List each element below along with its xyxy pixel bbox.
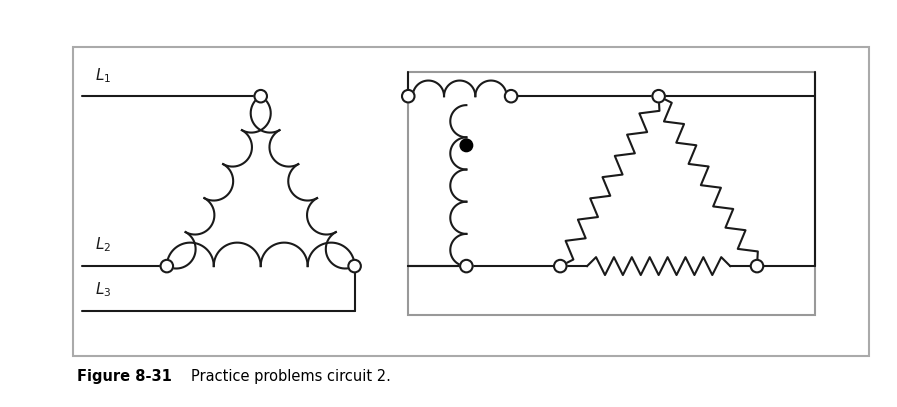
- Circle shape: [402, 90, 414, 103]
- Circle shape: [460, 139, 473, 152]
- Text: Figure 8-31: Figure 8-31: [77, 369, 172, 383]
- Circle shape: [652, 90, 665, 103]
- Circle shape: [460, 260, 473, 272]
- Circle shape: [348, 260, 361, 272]
- Circle shape: [255, 90, 267, 103]
- Text: $L_2$: $L_2$: [95, 236, 111, 254]
- Text: $L_3$: $L_3$: [95, 280, 111, 299]
- Circle shape: [751, 260, 763, 272]
- Text: $L_1$: $L_1$: [95, 67, 111, 85]
- Circle shape: [554, 260, 567, 272]
- Circle shape: [161, 260, 173, 272]
- Circle shape: [505, 90, 518, 103]
- Text: Practice problems circuit 2.: Practice problems circuit 2.: [191, 369, 391, 383]
